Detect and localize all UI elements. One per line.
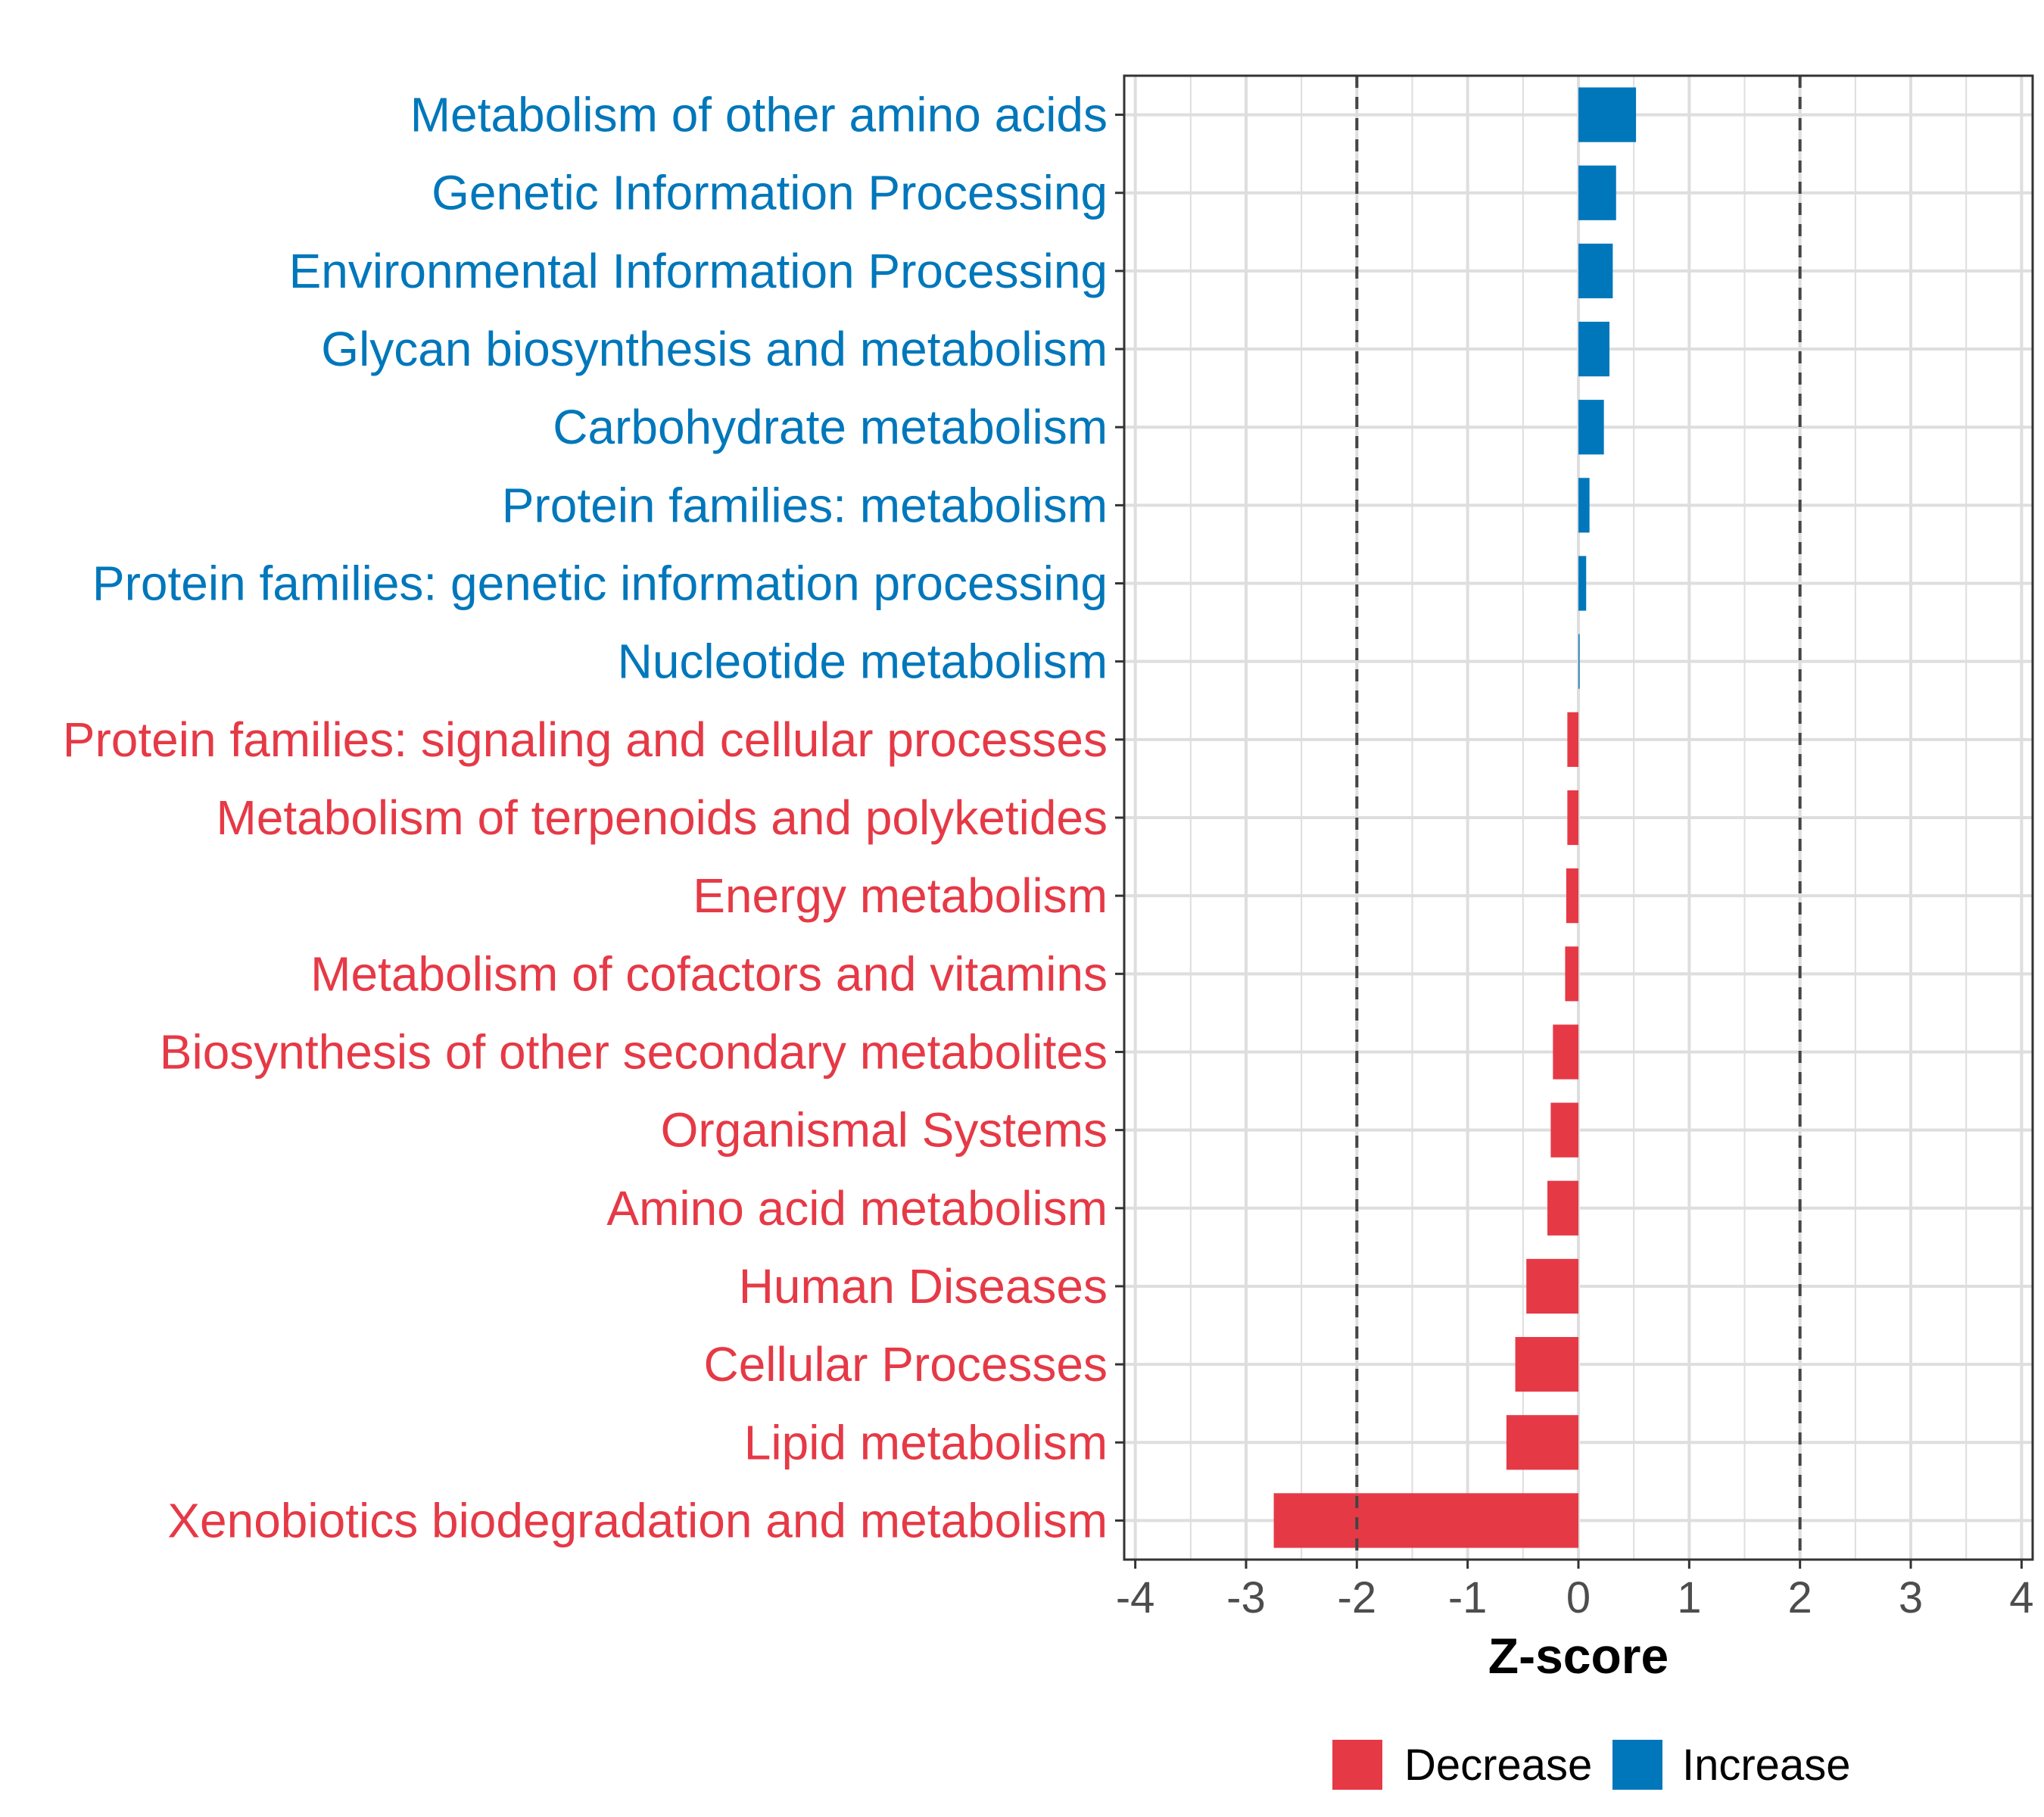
legend-swatch-decrease [1332,1740,1382,1790]
x-tick-label: -2 [1338,1573,1377,1622]
category-label: Protein families: metabolism [502,478,1108,532]
category-label: Amino acid metabolism [606,1181,1108,1236]
bar-10 [1566,868,1578,924]
x-tick-label: -1 [1448,1573,1488,1622]
category-label: Glycan biosynthesis and metabolism [321,322,1108,376]
bar-5 [1578,478,1590,533]
category-label: Environmental Information Processing [289,244,1108,298]
x-tick-label: -3 [1226,1573,1266,1622]
reference-lines [1355,76,1802,1560]
legend-swatch-increase [1612,1740,1662,1790]
category-label: Protein families: signaling and cellular… [63,712,1108,767]
category-labels: Metabolism of other amino acids Genetic I… [63,88,1108,1548]
x-tick-label: 4 [2009,1573,2033,1622]
bars [1273,87,1637,1548]
category-label: Metabolism of cofactors and vitamins [310,946,1108,1001]
bar-2 [1578,243,1613,298]
y-axis-ticks [1115,114,1124,1522]
category-label: Biosynthesis of other secondary metaboli… [160,1024,1108,1079]
x-tick-label: 2 [1788,1573,1812,1622]
bar-15 [1526,1258,1578,1314]
category-label: Xenobiotics biodegradation and metabolis… [167,1493,1108,1547]
category-label: Energy metabolism [693,868,1108,923]
bar-7 [1578,634,1580,689]
bar-6 [1578,556,1587,611]
bar-14 [1547,1180,1578,1236]
category-label: Organismal Systems [661,1103,1108,1158]
x-tick-label: -4 [1116,1573,1155,1622]
x-tick-label: 0 [1566,1573,1591,1622]
legend-label-increase: Increase [1682,1741,1850,1790]
bar-3 [1578,321,1609,377]
x-axis-ticks: -4 -3 -2 -1 0 1 2 3 4 [1116,1560,2033,1622]
x-tick-label: 3 [1899,1573,1923,1622]
category-label: Human Diseases [739,1259,1108,1314]
bar-1 [1578,165,1616,220]
bar-12 [1553,1024,1578,1080]
category-label: Carbohydrate metabolism [553,400,1108,454]
legend: Decrease Increase [1332,1740,1850,1790]
category-label: Metabolism of other amino acids [410,88,1108,142]
bar-9 [1567,790,1578,846]
category-label: Nucleotide metabolism [618,634,1108,689]
legend-label-decrease: Decrease [1404,1741,1592,1790]
x-tick-label: 1 [1677,1573,1701,1622]
bar-17 [1506,1415,1578,1470]
bar-13 [1550,1102,1578,1158]
bar-18 [1273,1493,1578,1548]
bar-4 [1578,400,1604,455]
bar-11 [1565,946,1578,1002]
bar-16 [1515,1337,1578,1392]
bar-0 [1578,87,1637,142]
category-label: Metabolism of terpenoids and polyketides [216,790,1108,845]
bar-8 [1567,712,1578,767]
x-axis-title: Z-score [1488,1628,1669,1684]
category-label: Protein families: genetic information pr… [92,556,1108,611]
category-label: Lipid metabolism [744,1415,1108,1469]
category-label: Cellular Processes [703,1337,1108,1392]
category-label: Genetic Information Processing [432,166,1108,220]
